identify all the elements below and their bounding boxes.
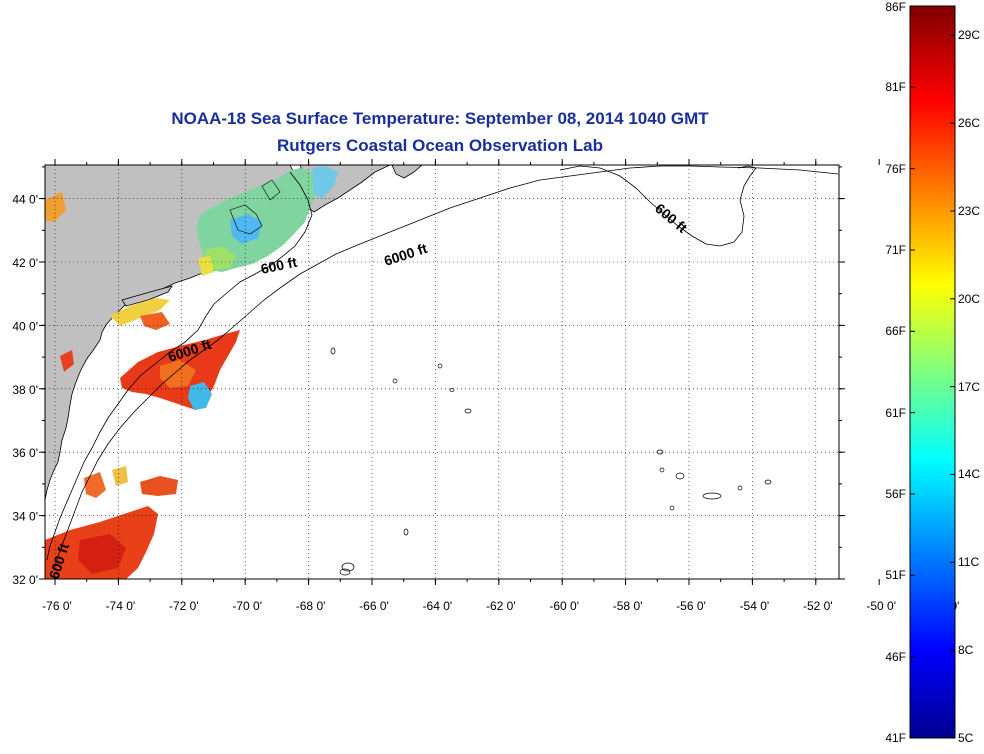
axis-tick-labels: -76 0' -74 0' -72 0' -70 0' -68 0' -66 0' -64 … bbox=[12, 193, 959, 613]
land-long-island bbox=[121, 285, 173, 307]
contour-6000ft-slope bbox=[53, 165, 839, 571]
lon-tick-label: -52 0' bbox=[803, 599, 833, 613]
colorbar-c-label: 20C bbox=[958, 291, 981, 306]
lon-tick-label: -56 0' bbox=[676, 599, 706, 613]
map-grid bbox=[45, 165, 839, 579]
map-subtitle: Rutgers Coastal Ocean Observation Lab bbox=[277, 136, 603, 155]
lon-tick-label: -68 0' bbox=[296, 599, 326, 613]
lon-tick-label: -54 0' bbox=[740, 599, 770, 613]
colorbar-f-label: 66F bbox=[885, 324, 906, 339]
contour-label-600ft-gom: 600 ft bbox=[259, 254, 298, 277]
lon-tick-label: -74 0' bbox=[106, 599, 136, 613]
colorbar-c-label: 14C bbox=[958, 467, 981, 482]
colorbar-c-label: 8C bbox=[958, 643, 974, 658]
land-cape-breton bbox=[391, 165, 423, 179]
colorbar-c-label: 5C bbox=[958, 731, 974, 745]
colorbar-f-label: 86F bbox=[885, 0, 906, 14]
lat-tick-label: 36 0' bbox=[12, 446, 38, 460]
lon-tick-label: -64 0' bbox=[423, 599, 453, 613]
lon-tick-label: -50 0' bbox=[866, 599, 896, 613]
colorbar-f-label: 81F bbox=[885, 80, 906, 95]
colorbar-c-label: 29C bbox=[958, 28, 981, 43]
colorbar-c-label: 23C bbox=[958, 203, 981, 218]
colorbar-f-label: 76F bbox=[885, 161, 906, 176]
colorbar-f-label: 71F bbox=[885, 243, 906, 257]
lat-tick-label: 44 0' bbox=[12, 193, 38, 207]
colorbar bbox=[909, 5, 956, 739]
colorbar-f-label: 56F bbox=[885, 487, 906, 501]
lat-tick-label: 34 0' bbox=[12, 510, 38, 524]
colorbar-ticks bbox=[910, 5, 955, 739]
lon-tick-label: -62 0' bbox=[486, 599, 516, 613]
colorbar-f-label: 51F bbox=[885, 568, 906, 583]
lat-tick-label: 32 0' bbox=[12, 573, 38, 587]
contour-600ft-shelf bbox=[46, 171, 313, 561]
lon-tick-label: -70 0' bbox=[232, 599, 262, 613]
lat-tick-label: 42 0' bbox=[12, 256, 38, 270]
colorbar-f-label: 41F bbox=[885, 731, 906, 745]
lon-tick-label: -72 0' bbox=[169, 599, 199, 613]
lat-tick-label: 40 0' bbox=[12, 319, 38, 333]
colorbar-f-label: 46F bbox=[885, 649, 906, 664]
colorbar-c-label: 17C bbox=[958, 379, 981, 394]
lat-tick-label: 38 0' bbox=[12, 383, 38, 397]
colorbar-c-label: 26C bbox=[958, 116, 981, 131]
colorbar-c-label: 11C bbox=[958, 555, 980, 570]
sst-data bbox=[45, 166, 338, 579]
lon-tick-label: -66 0' bbox=[359, 599, 389, 613]
seamount-contours bbox=[330, 347, 772, 576]
lon-tick-label: -60 0' bbox=[549, 599, 579, 613]
lon-tick-label: -76 0' bbox=[42, 599, 72, 613]
map-frame bbox=[44, 164, 840, 580]
colorbar-f-label: 61F bbox=[885, 405, 906, 420]
contour-600ft-flemish bbox=[559, 165, 757, 247]
lon-tick-label: -58 0' bbox=[613, 599, 643, 613]
map-title: NOAA-18 Sea Surface Temperature: Septemb… bbox=[171, 109, 709, 128]
